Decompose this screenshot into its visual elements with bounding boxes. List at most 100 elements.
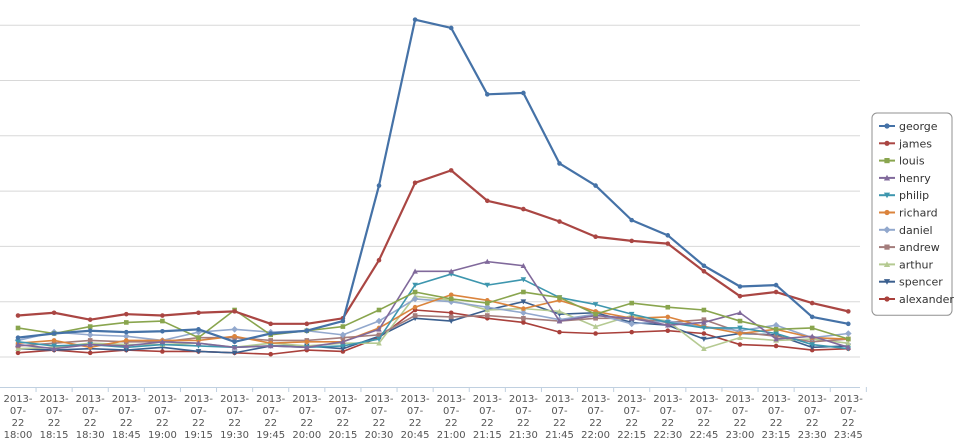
data-point-henry bbox=[87, 341, 93, 347]
data-point-louis bbox=[737, 318, 743, 324]
series-line-louis bbox=[17, 291, 849, 340]
data-point-philip bbox=[773, 331, 779, 337]
data-point-henry bbox=[809, 333, 815, 339]
x-tick-label: 2013-07-22 18:15 bbox=[40, 394, 69, 441]
x-tick-label: 2013-07-22 22:30 bbox=[653, 394, 682, 441]
legend-item-daniel[interactable]: daniel bbox=[879, 224, 933, 237]
data-point-louis bbox=[448, 296, 454, 302]
data-point-james bbox=[665, 241, 671, 246]
legend-swatch-marker bbox=[883, 226, 891, 234]
data-point-james bbox=[124, 311, 129, 317]
data-point-andrew bbox=[448, 314, 454, 320]
series-james bbox=[15, 168, 851, 327]
data-point-philip bbox=[520, 277, 527, 283]
x-tick-label: 2013-07-22 23:00 bbox=[725, 394, 754, 441]
data-point-richard bbox=[665, 314, 671, 320]
legend-label: daniel bbox=[899, 224, 933, 237]
data-point-james bbox=[268, 321, 274, 327]
x-tick-label: 2013-07-22 21:30 bbox=[509, 394, 538, 441]
data-point-spencer bbox=[123, 347, 130, 353]
data-point-james bbox=[412, 180, 418, 186]
legend-item-james[interactable]: james bbox=[879, 137, 932, 150]
data-point-daniel bbox=[375, 317, 383, 325]
data-point-henry bbox=[520, 262, 527, 269]
data-point-george bbox=[304, 328, 310, 334]
x-tick-label: 2013-07-22 19:00 bbox=[148, 394, 177, 441]
data-point-henry bbox=[484, 258, 491, 264]
data-point-george bbox=[376, 183, 382, 188]
legend-label: alexander bbox=[899, 293, 954, 306]
data-point-james bbox=[521, 206, 526, 212]
data-point-george bbox=[51, 331, 57, 336]
grid-lines bbox=[0, 24, 860, 358]
data-point-arthur bbox=[592, 323, 599, 329]
data-point-james bbox=[87, 317, 93, 322]
data-point-george bbox=[629, 217, 634, 223]
data-point-james bbox=[485, 198, 490, 204]
x-tick-label: 2013-07-22 20:15 bbox=[328, 394, 357, 441]
x-tick-label: 2013-07-22 21:00 bbox=[437, 394, 466, 441]
x-tick-label: 2013-07-22 20:45 bbox=[401, 394, 430, 441]
legend-label: philip bbox=[899, 189, 929, 202]
x-tick-label: 2013-07-22 21:45 bbox=[545, 394, 574, 441]
data-point-henry bbox=[159, 338, 166, 345]
legend-item-philip[interactable]: philip bbox=[879, 189, 929, 202]
data-point-alexander bbox=[737, 342, 743, 347]
data-point-henry bbox=[448, 268, 454, 274]
legend-label: george bbox=[899, 120, 938, 133]
data-point-spencer bbox=[340, 346, 346, 352]
data-point-henry bbox=[51, 345, 57, 352]
data-point-james bbox=[160, 313, 165, 318]
legend-item-louis[interactable]: louis bbox=[879, 155, 925, 168]
legend-item-andrew[interactable]: andrew bbox=[879, 241, 940, 254]
data-point-james bbox=[196, 310, 201, 316]
data-point-james bbox=[701, 268, 707, 274]
data-point-alexander bbox=[448, 310, 454, 316]
data-point-philip bbox=[592, 302, 599, 308]
data-point-alexander bbox=[629, 329, 634, 335]
legend-item-henry[interactable]: henry bbox=[879, 172, 931, 185]
data-point-james bbox=[809, 300, 815, 306]
data-point-daniel bbox=[123, 332, 130, 340]
data-point-louis bbox=[15, 325, 21, 331]
legend-item-george[interactable]: george bbox=[879, 120, 938, 133]
data-point-arthur bbox=[845, 340, 852, 346]
data-point-spencer bbox=[809, 345, 815, 351]
series-louis bbox=[15, 289, 851, 342]
legend-swatch-marker bbox=[883, 279, 891, 285]
data-point-henry bbox=[628, 315, 635, 321]
data-point-alexander bbox=[701, 331, 707, 336]
x-tick-label: 2013-07-22 20:30 bbox=[364, 394, 393, 441]
legend-item-spencer[interactable]: spencer bbox=[879, 276, 943, 289]
data-point-richard bbox=[51, 338, 57, 343]
data-point-henry bbox=[737, 309, 743, 316]
data-point-george bbox=[846, 321, 851, 327]
data-point-philip bbox=[737, 325, 743, 331]
data-point-louis bbox=[376, 307, 382, 313]
data-point-louis bbox=[340, 324, 346, 329]
data-point-james bbox=[51, 310, 57, 316]
legend-item-arthur[interactable]: arthur bbox=[879, 258, 934, 271]
data-point-james bbox=[232, 309, 237, 314]
legend-label: henry bbox=[899, 172, 931, 185]
data-point-henry bbox=[665, 322, 671, 328]
data-point-george bbox=[737, 284, 743, 289]
data-point-philip bbox=[809, 342, 815, 348]
data-point-george bbox=[773, 282, 779, 288]
legend-item-alexander[interactable]: alexander bbox=[879, 293, 954, 306]
x-tick-label: 2013-07-22 22:00 bbox=[581, 394, 610, 441]
data-point-philip bbox=[376, 336, 382, 342]
data-point-richard bbox=[521, 306, 526, 311]
legend-item-richard[interactable]: richard bbox=[879, 207, 938, 220]
data-point-george bbox=[160, 328, 165, 334]
data-point-spencer bbox=[231, 350, 238, 356]
data-point-george bbox=[593, 183, 598, 188]
legend-label: louis bbox=[899, 155, 925, 168]
data-point-louis bbox=[160, 318, 165, 324]
data-point-louis bbox=[593, 311, 598, 317]
data-point-alexander bbox=[160, 349, 165, 354]
data-point-george bbox=[196, 327, 201, 332]
data-point-james bbox=[448, 168, 454, 173]
